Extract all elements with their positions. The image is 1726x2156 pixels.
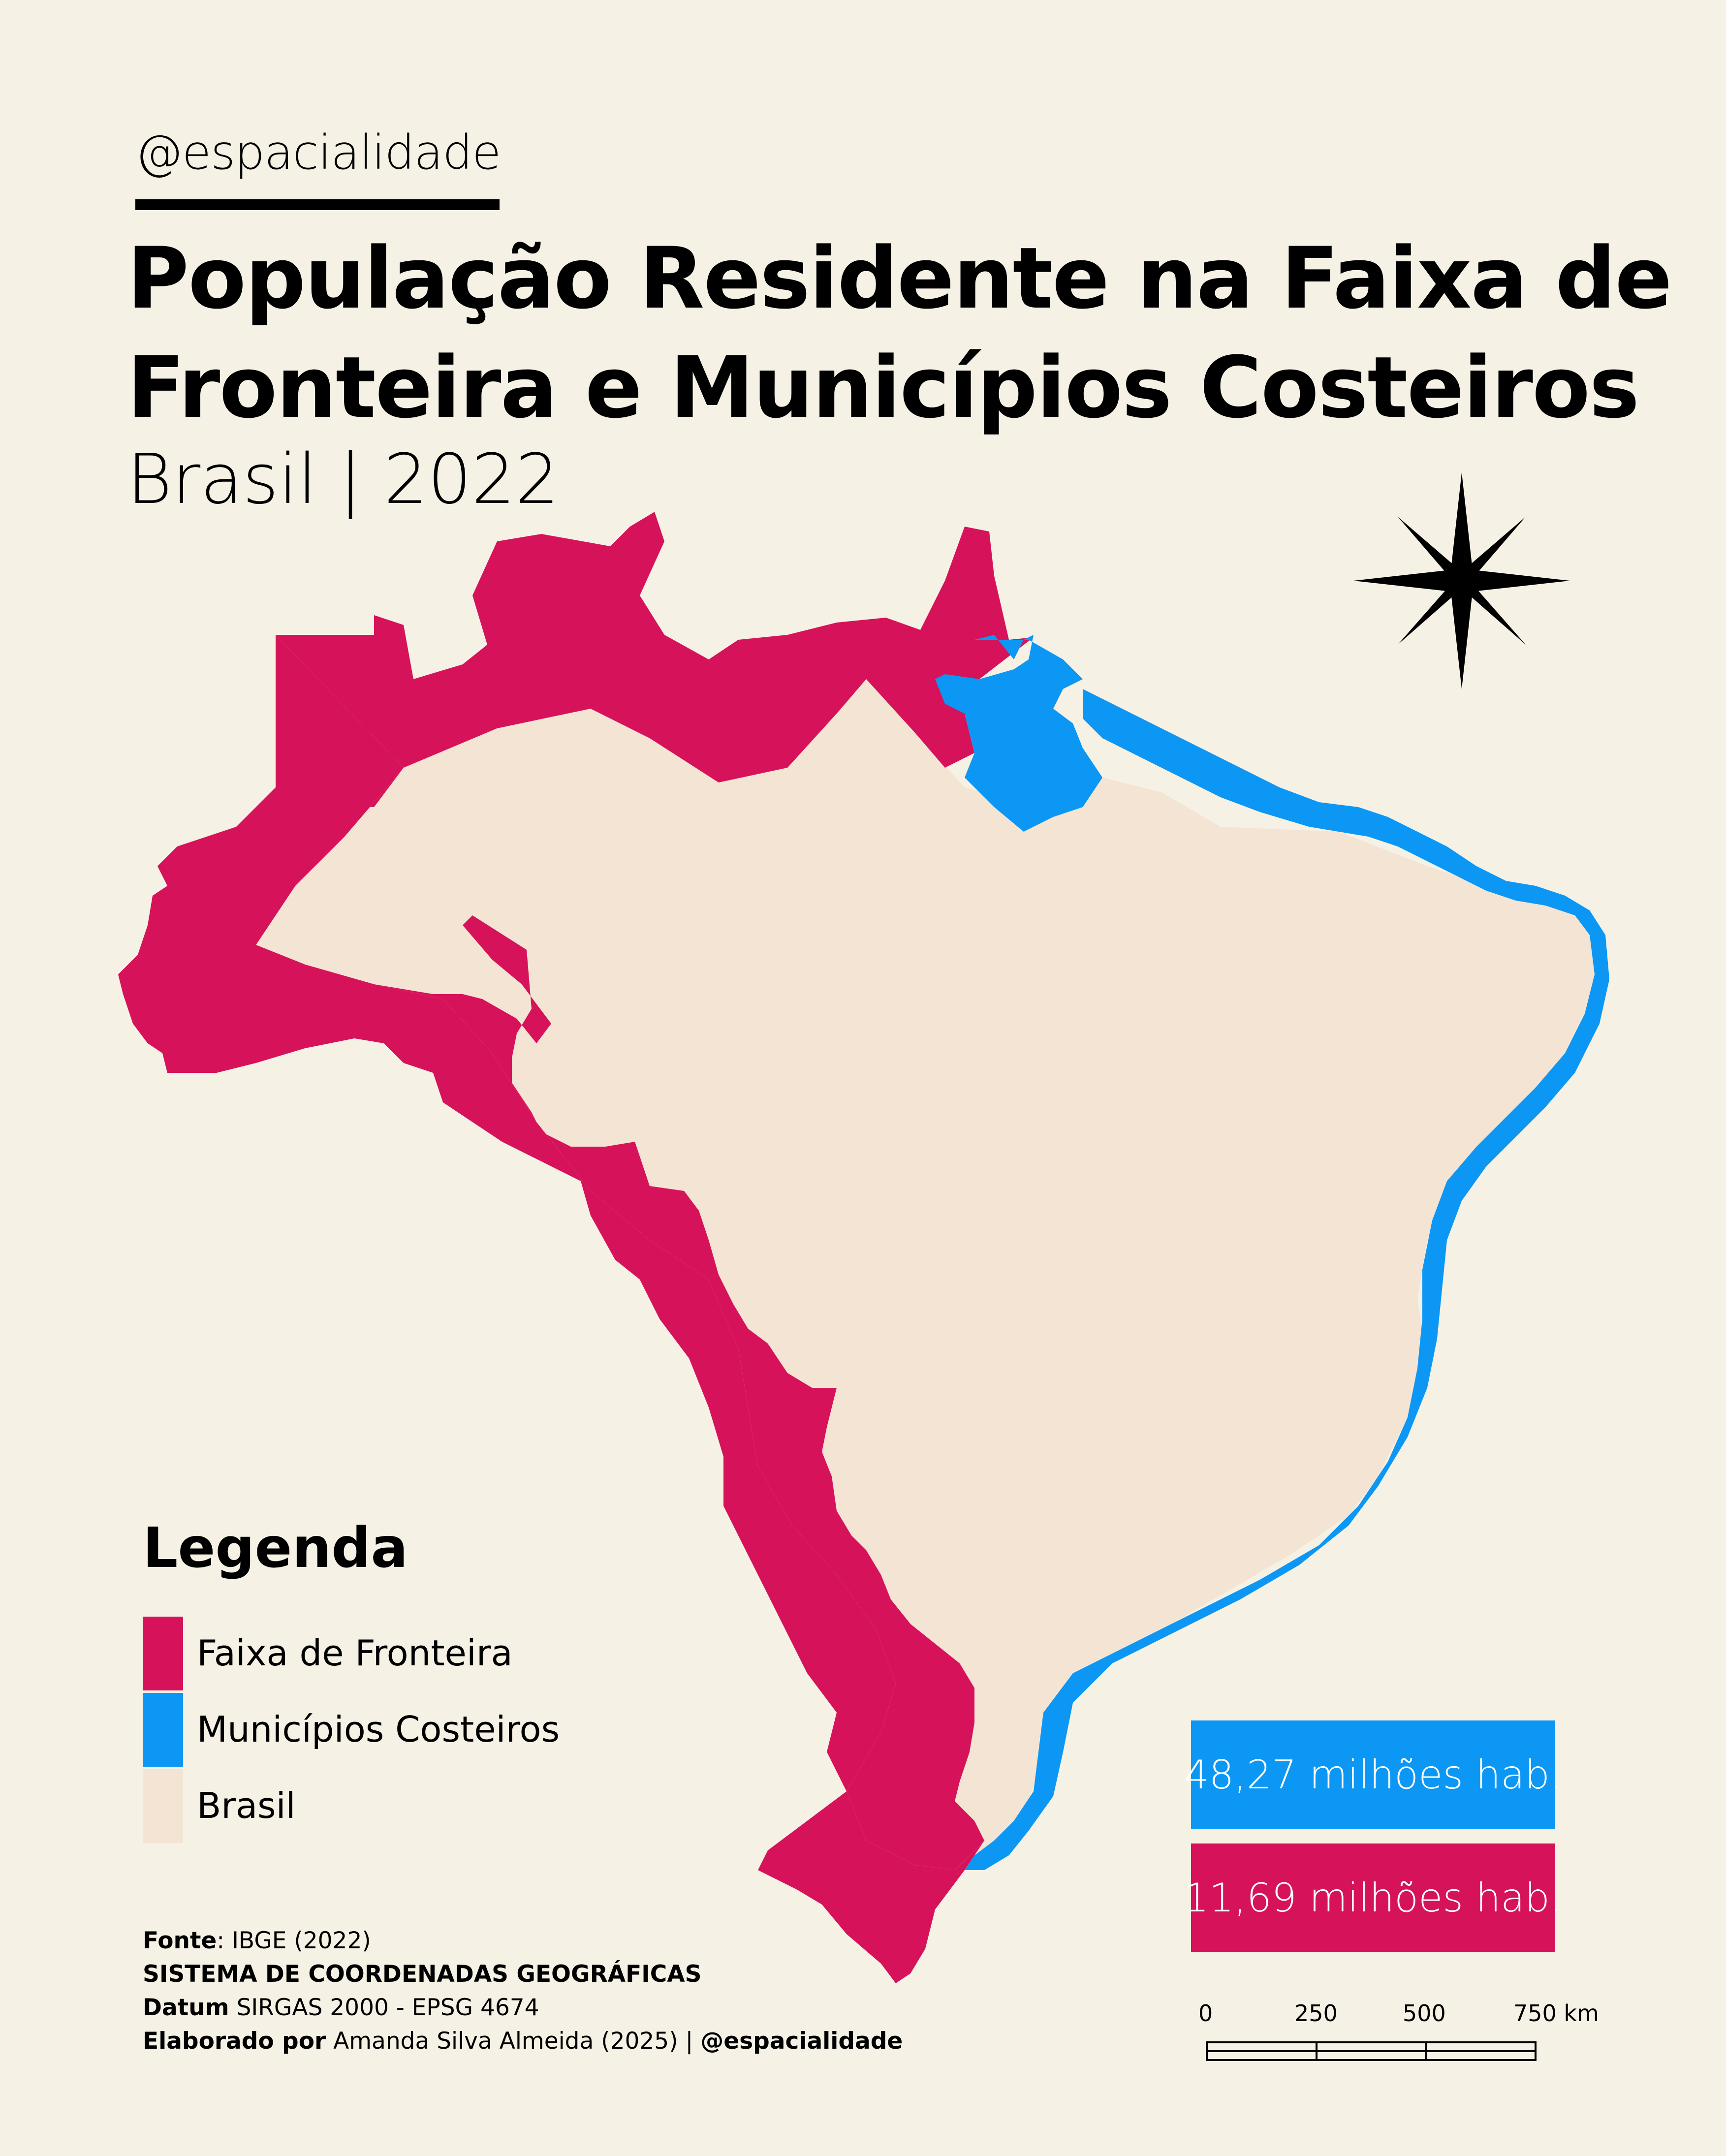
scale-label-0: 0	[1198, 2000, 1213, 2027]
border-population-box: 11,69 milhões hab.	[1184, 1844, 1562, 1952]
scale-label-750-km: 750 km	[1513, 2000, 1599, 2027]
legend-title: Legenda	[143, 1516, 408, 1580]
legend-swatch-faixa-de-fronteira	[143, 1617, 183, 1690]
legend-label-municipios-costeiros: Municípios Costeiros	[197, 1709, 560, 1750]
author-handle: @espacialidade	[135, 125, 501, 180]
credits-coordinate-system: SISTEMA DE COORDENADAS GEOGRÁFICAS	[143, 1961, 702, 1988]
scale-label-500: 500	[1403, 2000, 1446, 2027]
legend-swatch-brasil	[143, 1769, 183, 1843]
credits-source: Fonte: IBGE (2022)	[143, 1927, 371, 1954]
coastal-population-box: 48,27 milhões hab.	[1184, 1720, 1562, 1829]
map-credits: Fonte: IBGE (2022) SISTEMA DE COORDENADA…	[143, 1924, 903, 2058]
brasil-territory	[256, 679, 1605, 1870]
map-title-line-2: Fronteira e Municípios Costeiros	[127, 338, 1639, 437]
scale-label-250: 250	[1294, 2000, 1338, 2027]
handle-underline	[135, 199, 500, 210]
legend-swatch-municipios-costeiros	[143, 1693, 183, 1767]
faixa-de-fronteira-region	[217, 512, 1034, 1870]
scale-bar	[1206, 2041, 1537, 2061]
map-subtitle: Brasil | 2022	[127, 439, 560, 520]
map-title: População Residente na Faixa de Fronteir…	[127, 224, 1672, 442]
legend-label-brasil: Brasil	[197, 1785, 296, 1826]
credits-datum: Datum SIRGAS 2000 - EPSG 4674	[143, 1994, 539, 2021]
credits-author: Elaborado por Amanda Silva Almeida (2025…	[143, 2028, 903, 2055]
municipios-costeiros-north	[935, 635, 1102, 832]
legend-label-faixa-de-fronteira: Faixa de Fronteira	[197, 1632, 513, 1674]
north-arrow-compass-star-icon	[1353, 472, 1570, 689]
map-title-line-1: População Residente na Faixa de	[127, 229, 1672, 328]
